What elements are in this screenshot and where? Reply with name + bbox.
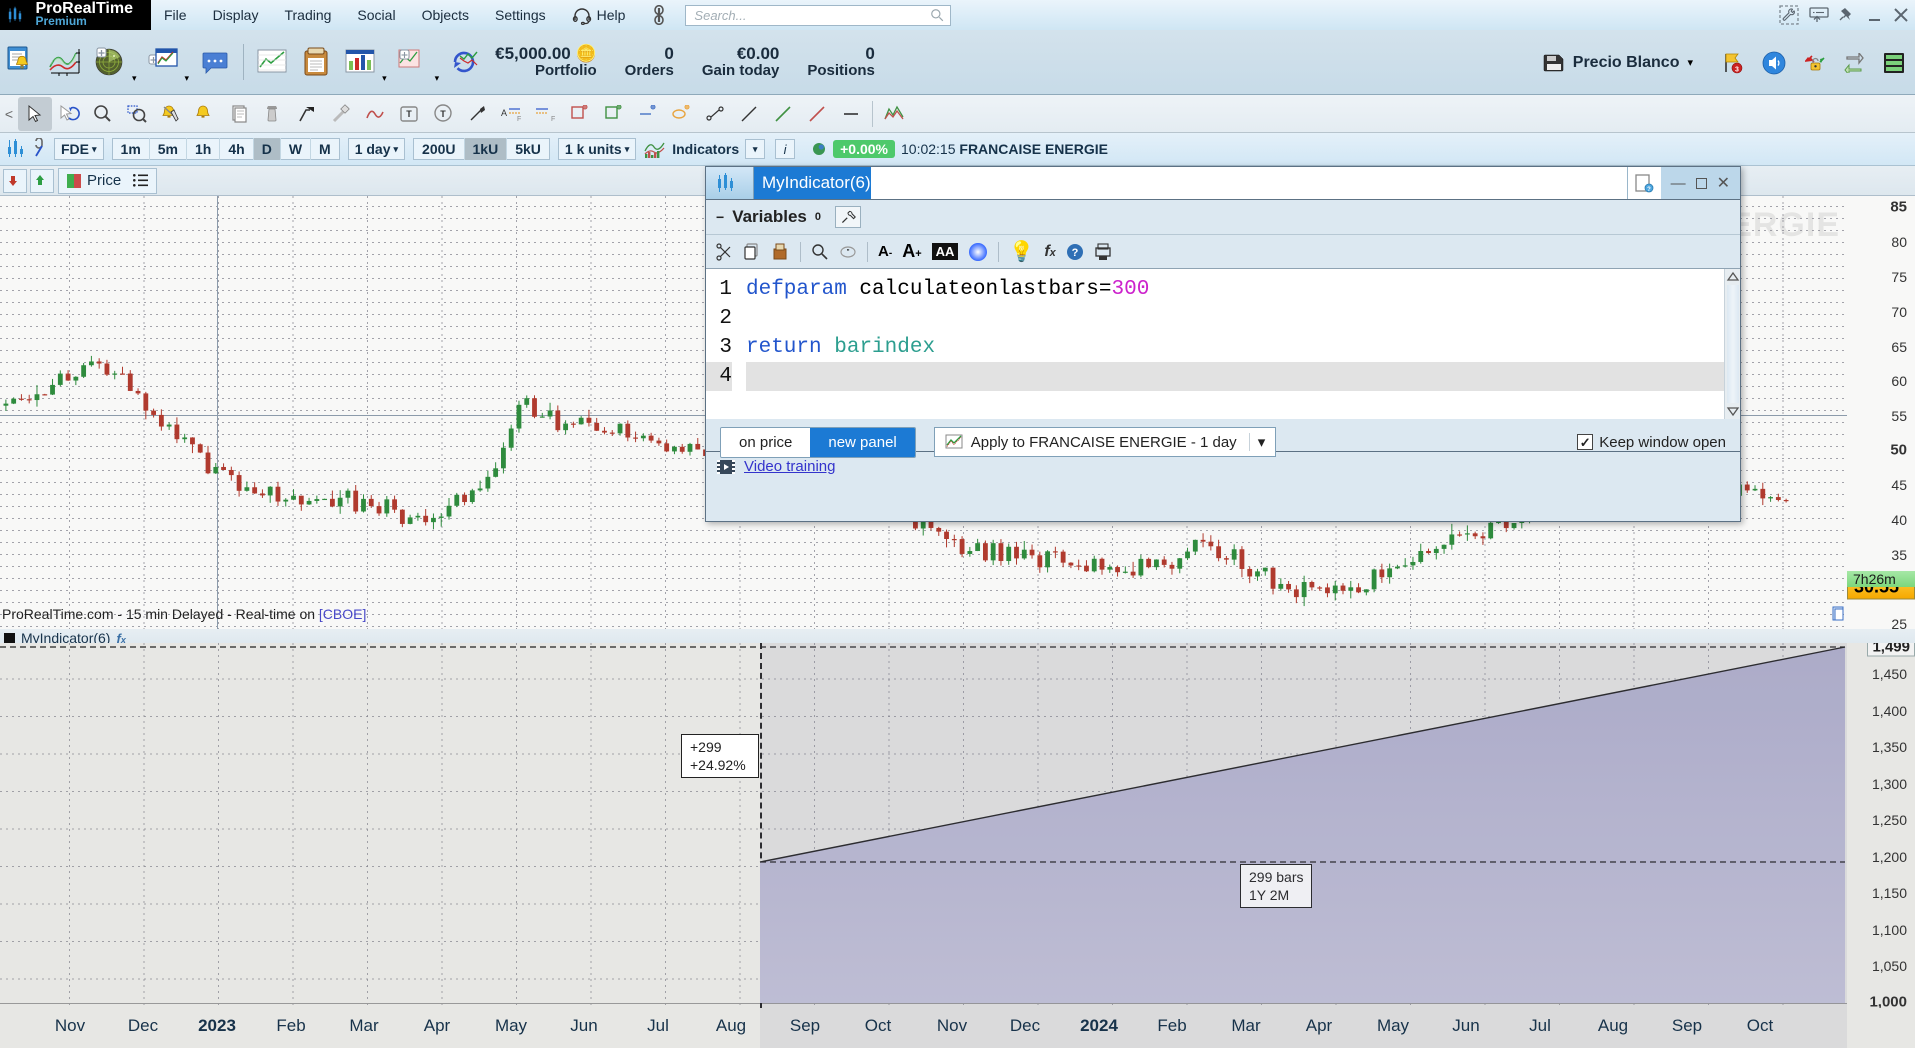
svg-text:3: 3 bbox=[1735, 66, 1739, 73]
svg-text:": " bbox=[847, 248, 850, 257]
svg-text:?: ? bbox=[1647, 187, 1651, 193]
svg-text:F: F bbox=[551, 116, 555, 123]
svg-text:A: A bbox=[501, 108, 507, 118]
svg-text:?: ? bbox=[1071, 247, 1078, 259]
svg-text:T: T bbox=[406, 109, 412, 119]
svg-text:T: T bbox=[440, 109, 446, 119]
svg-text:F: F bbox=[517, 116, 521, 123]
